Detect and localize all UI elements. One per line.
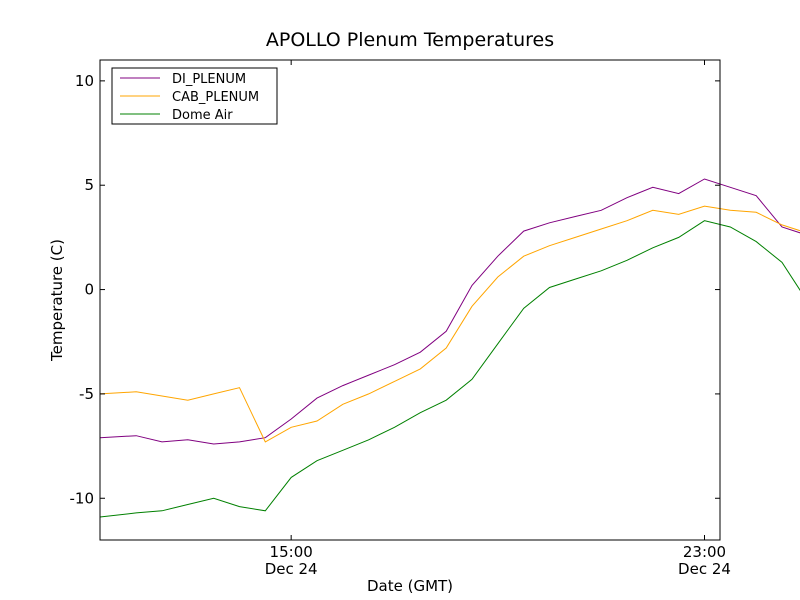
x-tick-label-time: 23:00: [683, 543, 726, 561]
legend-label-cab-plenum: CAB_PLENUM: [172, 90, 259, 105]
series-line-di-plenum: [99, 178, 800, 445]
y-axis-label: Temperature (C): [48, 239, 66, 362]
y-tick-label: 0: [84, 281, 94, 299]
legend: DI_PLENUM CAB_PLENUM Dome Air: [111, 67, 278, 125]
y-tick-label: 10: [75, 72, 94, 90]
y-axis: -10 -5 0 5 10: [70, 72, 720, 507]
y-tick-label: -5: [79, 385, 94, 403]
series-layer: [99, 178, 800, 518]
x-tick-label-date: Dec 24: [265, 560, 318, 578]
x-tick-label-date: Dec 24: [678, 560, 731, 578]
series-line-dome-air: [99, 220, 800, 518]
x-tick-label-time: 15:00: [270, 543, 313, 561]
chart-title: APOLLO Plenum Temperatures: [266, 29, 554, 51]
x-axis-label: Date (GMT): [367, 577, 453, 595]
y-tick-label: -10: [70, 489, 95, 507]
legend-label-di-plenum: DI_PLENUM: [172, 72, 246, 87]
legend-label-dome-air: Dome Air: [172, 108, 233, 123]
series-line-cab-plenum: [99, 205, 800, 443]
plot-frame: [99, 59, 721, 541]
y-tick-label: 5: [84, 176, 94, 194]
